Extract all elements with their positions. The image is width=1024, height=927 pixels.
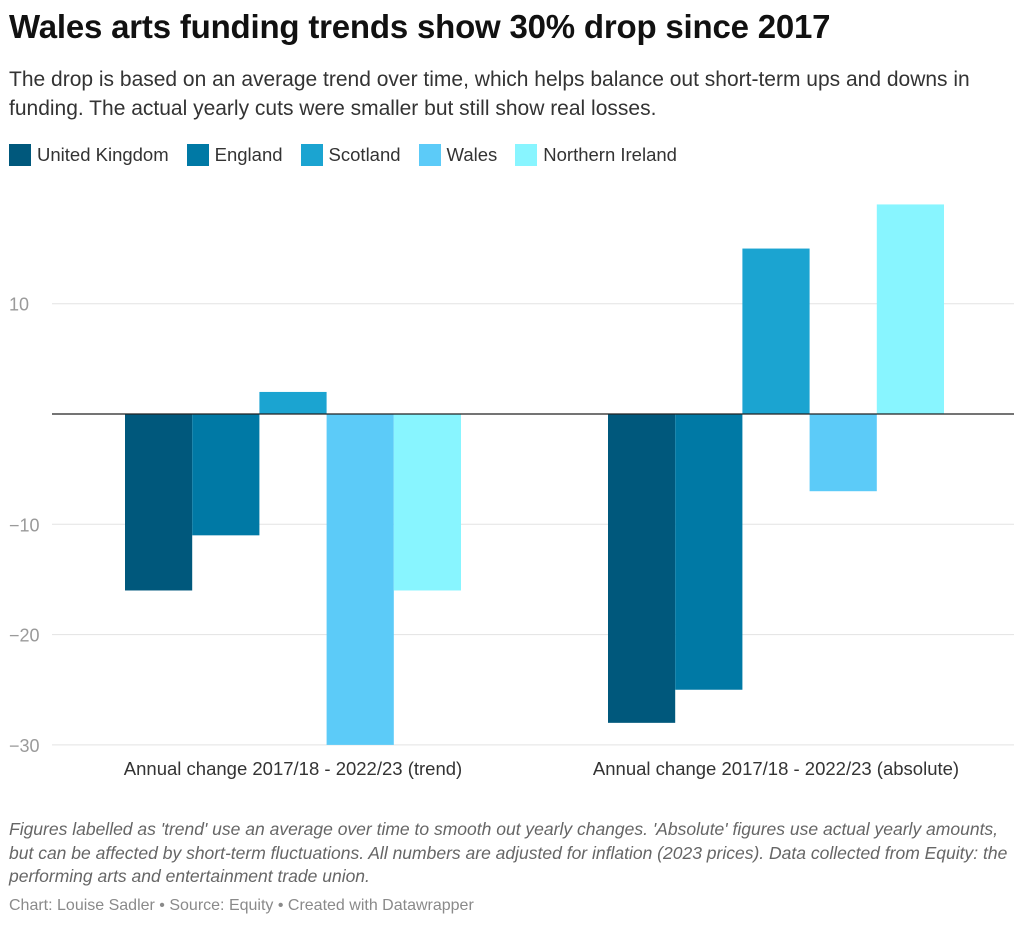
y-tick-label: −10 <box>9 515 40 535</box>
bar-scotland-absolute <box>742 248 810 414</box>
chart-title: Wales arts funding trends show 30% drop … <box>9 8 831 45</box>
legend-swatch <box>515 144 538 166</box>
bar-england-trend <box>192 414 260 536</box>
bar-united-kingdom-trend <box>125 414 193 591</box>
x-category-label: Annual change 2017/18 - 2022/23 (trend) <box>124 758 462 779</box>
y-tick-label: −20 <box>9 626 40 646</box>
legend-label: Wales <box>446 144 498 165</box>
bars <box>125 204 944 745</box>
legend-swatch <box>300 144 323 166</box>
x-category-label: Annual change 2017/18 - 2022/23 (absolut… <box>593 758 959 779</box>
legend-item-england: England <box>186 144 283 166</box>
bar-northern-ireland-trend <box>393 414 461 591</box>
chart-credit: Chart: Louise Sadler • Source: Equity • … <box>9 897 474 914</box>
axes: 10 −10 −20 −30 Annual change 2017/18 - 2022/… <box>9 295 1014 779</box>
bar-wales-trend <box>326 414 394 745</box>
bar-united-kingdom-absolute <box>608 414 676 723</box>
legend-label: England <box>214 144 283 165</box>
legend-swatch <box>418 144 441 166</box>
legend-item-northern-ireland: Northern Ireland <box>515 144 677 166</box>
legend-swatch <box>9 144 31 166</box>
legend-label: United Kingdom <box>37 144 169 165</box>
legend-item-scotland: Scotland <box>300 144 401 166</box>
legend-item-united-kingdom: United Kingdom <box>9 144 169 166</box>
legend-label: Northern Ireland <box>543 144 677 165</box>
y-tick-label: −30 <box>9 736 40 756</box>
legend-swatch <box>186 144 209 166</box>
bar-wales-absolute <box>809 414 877 492</box>
bar-scotland-trend <box>259 391 327 414</box>
bar-england-absolute <box>675 414 743 690</box>
legend-item-wales: Wales <box>418 144 498 166</box>
bar-chart: 10 −10 −20 −30 Annual change 2017/18 - 2022/… <box>9 204 1014 779</box>
chart-notes: Figures labelled as 'trend' use an avera… <box>9 819 1008 886</box>
bar-northern-ireland-absolute <box>876 204 944 414</box>
chart-subtitle: The drop is based on an average trend ov… <box>9 68 970 120</box>
legend: United Kingdom England Scotland Wales Northe… <box>9 144 695 166</box>
legend-label: Scotland <box>328 144 401 165</box>
y-tick-label: 10 <box>9 295 29 315</box>
